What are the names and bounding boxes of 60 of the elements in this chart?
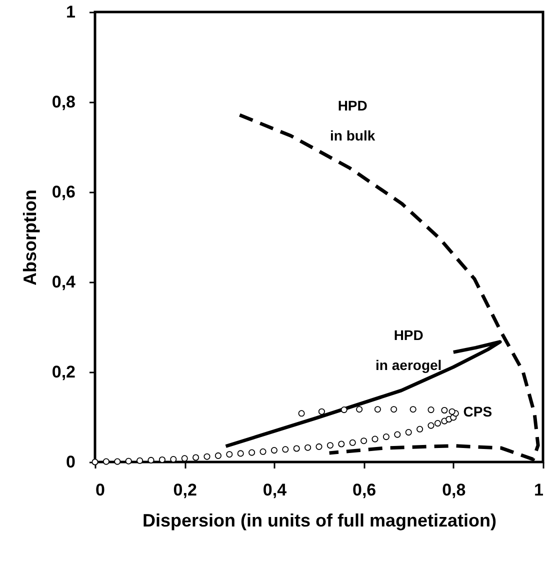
point [349, 439, 356, 446]
x-tick-label: 1 [534, 480, 544, 500]
point [326, 442, 334, 449]
point [237, 450, 244, 457]
point [270, 447, 278, 454]
point [192, 454, 200, 461]
point [416, 426, 424, 432]
y-axis-title: Absorption [20, 190, 40, 286]
point [338, 440, 345, 448]
point [448, 408, 456, 415]
point [374, 406, 381, 413]
point [356, 406, 363, 413]
line-series [224, 340, 502, 448]
point [136, 457, 144, 464]
y-tick-label: 0,4 [52, 272, 76, 292]
point [372, 436, 378, 442]
y-tick-label: 0 [66, 452, 76, 472]
point [360, 438, 368, 444]
y-tick-label: 0,2 [52, 362, 76, 382]
y-tick-label: 0,8 [52, 92, 76, 112]
point [390, 406, 398, 413]
y-tick-label: 0,6 [52, 182, 76, 202]
point [204, 453, 210, 460]
point [428, 422, 434, 429]
point [158, 456, 166, 464]
x-tick-label: 0,8 [442, 480, 466, 500]
series-label: CPS [463, 404, 492, 420]
point [410, 406, 416, 413]
point [316, 443, 322, 450]
y-tick-label: 1 [66, 2, 76, 22]
series-label: HPD in bulk [330, 98, 376, 144]
point [125, 458, 132, 464]
point [102, 458, 110, 465]
point [405, 429, 412, 436]
point [441, 406, 448, 414]
point [298, 410, 305, 417]
point [428, 406, 434, 414]
point [248, 449, 256, 456]
x-tick-label: 0,4 [262, 480, 288, 500]
point [170, 456, 177, 463]
point [114, 458, 121, 465]
point [304, 444, 312, 451]
point [382, 434, 390, 440]
point [434, 420, 441, 427]
point [92, 458, 98, 466]
point [282, 446, 289, 453]
x-tick-label: 0,6 [352, 480, 376, 500]
series-label: HPD in aerogel [376, 327, 442, 373]
point [293, 445, 300, 452]
point [214, 452, 222, 459]
point [181, 455, 188, 462]
point [148, 456, 154, 464]
x-tick-label: 0 [96, 480, 105, 500]
point [260, 448, 266, 455]
point [226, 451, 233, 458]
point [340, 406, 348, 414]
point [394, 431, 401, 438]
x-tick-label: 0,2 [173, 480, 197, 500]
point [318, 408, 325, 415]
x-axis-title: Dispersion (in units of full magnetization) [142, 510, 497, 530]
